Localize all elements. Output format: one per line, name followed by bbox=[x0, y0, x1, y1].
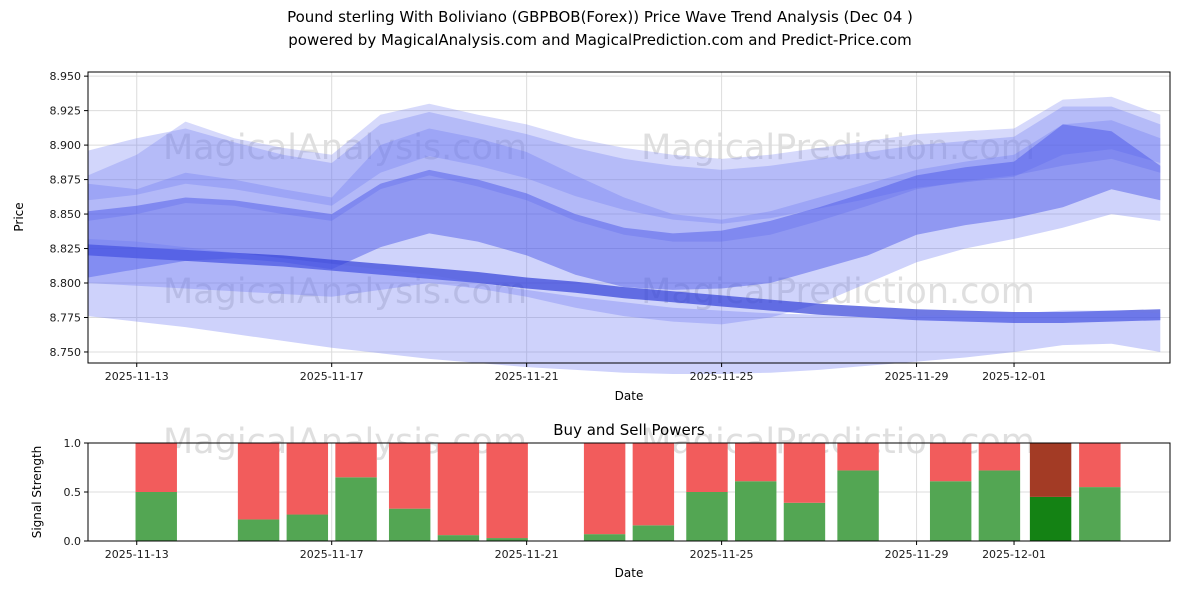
price-wave-plot: 2025-11-13 2025-11-17 2025-11-21 2025-11-25… bbox=[50, 70, 1171, 383]
svg-text:2025-11-25: 2025-11-25 bbox=[690, 548, 754, 561]
svg-text:2025-11-25: 2025-11-25 bbox=[690, 370, 754, 383]
svg-text:8.775: 8.775 bbox=[50, 311, 82, 324]
svg-text:2025-12-01: 2025-12-01 bbox=[982, 548, 1046, 561]
watermark-magicalprediction: MagicalPrediction.com bbox=[641, 128, 1035, 168]
date-axis-label-top: Date bbox=[614, 389, 644, 403]
svg-text:2025-11-29: 2025-11-29 bbox=[885, 548, 949, 561]
signal-strength-axis-label: Signal Strength bbox=[30, 445, 44, 539]
svg-text:2025-11-13: 2025-11-13 bbox=[105, 370, 169, 383]
svg-text:1.0: 1.0 bbox=[64, 437, 82, 450]
chart-subtitle: powered by MagicalAnalysis.com and Magic… bbox=[288, 31, 912, 49]
svg-text:2025-11-17: 2025-11-17 bbox=[300, 370, 364, 383]
date-axis-label-bottom: Date bbox=[614, 566, 644, 580]
price-axis-label: Price bbox=[12, 202, 26, 232]
svg-text:2025-11-21: 2025-11-21 bbox=[495, 548, 559, 561]
svg-text:8.950: 8.950 bbox=[50, 70, 82, 83]
svg-text:0.5: 0.5 bbox=[64, 486, 82, 499]
svg-text:8.750: 8.750 bbox=[50, 346, 82, 359]
watermark-magicalanalysis: MagicalAnalysis.com bbox=[162, 128, 528, 168]
chart-title: Pound sterling With Boliviano (GBPBOB(Fo… bbox=[287, 8, 913, 26]
svg-text:2025-11-21: 2025-11-21 bbox=[495, 370, 559, 383]
svg-text:8.800: 8.800 bbox=[50, 277, 82, 290]
svg-text:8.850: 8.850 bbox=[50, 208, 82, 221]
svg-text:2025-11-13: 2025-11-13 bbox=[105, 548, 169, 561]
svg-text:8.825: 8.825 bbox=[50, 243, 82, 256]
bottom-chart-title: Buy and Sell Powers bbox=[553, 421, 705, 439]
svg-text:2025-12-01: 2025-12-01 bbox=[982, 370, 1046, 383]
svg-text:8.925: 8.925 bbox=[50, 105, 82, 118]
svg-text:8.875: 8.875 bbox=[50, 174, 82, 187]
svg-text:2025-11-29: 2025-11-29 bbox=[885, 370, 949, 383]
buy-sell-power-plot: 2025-11-13 2025-11-17 2025-11-21 2025-11-25… bbox=[64, 437, 1171, 561]
svg-text:8.900: 8.900 bbox=[50, 139, 82, 152]
svg-text:2025-11-17: 2025-11-17 bbox=[300, 548, 364, 561]
svg-text:0.0: 0.0 bbox=[64, 535, 82, 548]
